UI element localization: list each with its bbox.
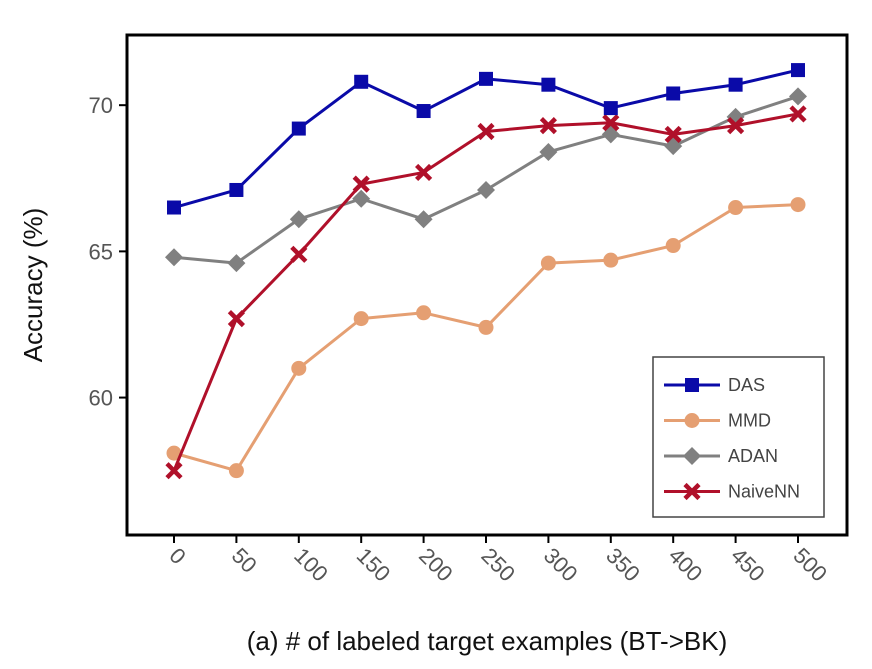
legend: DAS MMD ADAN NaiveNN: [652, 356, 825, 518]
data-point-mmd: [603, 252, 619, 268]
data-point-naivenn: [415, 163, 433, 182]
data-point-adan: [289, 210, 308, 229]
data-point-mmd: [291, 360, 307, 376]
data-point-naivenn: [664, 125, 682, 144]
data-point-mmd: [478, 319, 494, 335]
data-point-naivenn: [352, 175, 370, 193]
data-point-mmd: [228, 463, 244, 479]
data-point-das: [728, 77, 743, 92]
legend-label-mmd: MMD: [728, 411, 771, 431]
x-tick-label: 400: [664, 543, 708, 587]
legend-label-adan: ADAN: [728, 446, 778, 466]
data-point-mmd: [665, 238, 681, 254]
series-adan: [165, 87, 807, 273]
data-point-adan: [789, 87, 807, 106]
data-point-adan: [477, 180, 495, 199]
data-point-adan: [539, 142, 558, 161]
data-point-das: [666, 86, 681, 101]
data-point-mmd: [790, 197, 806, 213]
legend-marker-mmd: [684, 413, 700, 428]
y-tick-label: 60: [89, 386, 113, 411]
data-point-naivenn: [165, 462, 183, 480]
x-tick-label: 200: [414, 543, 458, 587]
x-axis-title: (a) # of labeled target examples (BT->BK…: [247, 626, 728, 656]
data-point-mmd: [353, 311, 369, 327]
x-tick-label: 100: [289, 543, 333, 587]
x-tick-label: 150: [352, 543, 396, 587]
data-point-naivenn: [227, 310, 245, 328]
x-tick-label: 50: [227, 543, 262, 578]
data-point-adan: [165, 248, 183, 267]
series-line-adan: [173, 94, 799, 265]
legend-label-das: DAS: [728, 375, 765, 395]
data-point-das: [541, 77, 556, 92]
x-tick-label: 300: [539, 543, 583, 587]
data-point-adan: [227, 254, 246, 273]
data-point-naivenn: [539, 117, 557, 135]
x-tick-label: 250: [476, 543, 520, 587]
series-naivenn: [165, 105, 807, 480]
legend-label-naivenn: NaiveNN: [728, 482, 800, 502]
y-tick-label: 70: [89, 93, 113, 118]
data-point-das: [354, 74, 369, 89]
x-tick-label: 0: [164, 543, 190, 569]
legend-marker-das: [685, 378, 699, 392]
legend-marker-naivenn: [683, 482, 701, 501]
data-point-naivenn: [477, 122, 495, 141]
data-point-naivenn: [727, 117, 745, 135]
x-tick-label: 450: [726, 543, 770, 587]
data-point-das: [229, 182, 244, 197]
data-point-das: [479, 71, 493, 86]
data-point-naivenn: [290, 245, 308, 263]
data-point-das: [167, 200, 181, 215]
data-point-mmd: [540, 255, 556, 271]
data-point-mmd: [728, 200, 744, 216]
legend-marker-adan: [683, 447, 701, 465]
data-point-naivenn: [789, 105, 807, 123]
data-point-adan: [414, 210, 433, 229]
data-point-das: [603, 101, 618, 116]
data-point-das: [291, 121, 306, 136]
x-tick-label: 500: [788, 543, 832, 587]
data-point-mmd: [166, 445, 182, 461]
data-point-das: [416, 104, 431, 119]
data-point-naivenn: [602, 114, 620, 132]
y-tick-label: 65: [89, 239, 113, 264]
series-das: [167, 63, 805, 215]
series-mmd: [166, 197, 806, 479]
x-tick-label: 350: [601, 543, 645, 587]
data-point-mmd: [416, 305, 432, 321]
data-point-adan: [352, 189, 371, 208]
y-axis-title: Accuracy (%): [18, 208, 48, 363]
data-point-das: [791, 63, 805, 78]
